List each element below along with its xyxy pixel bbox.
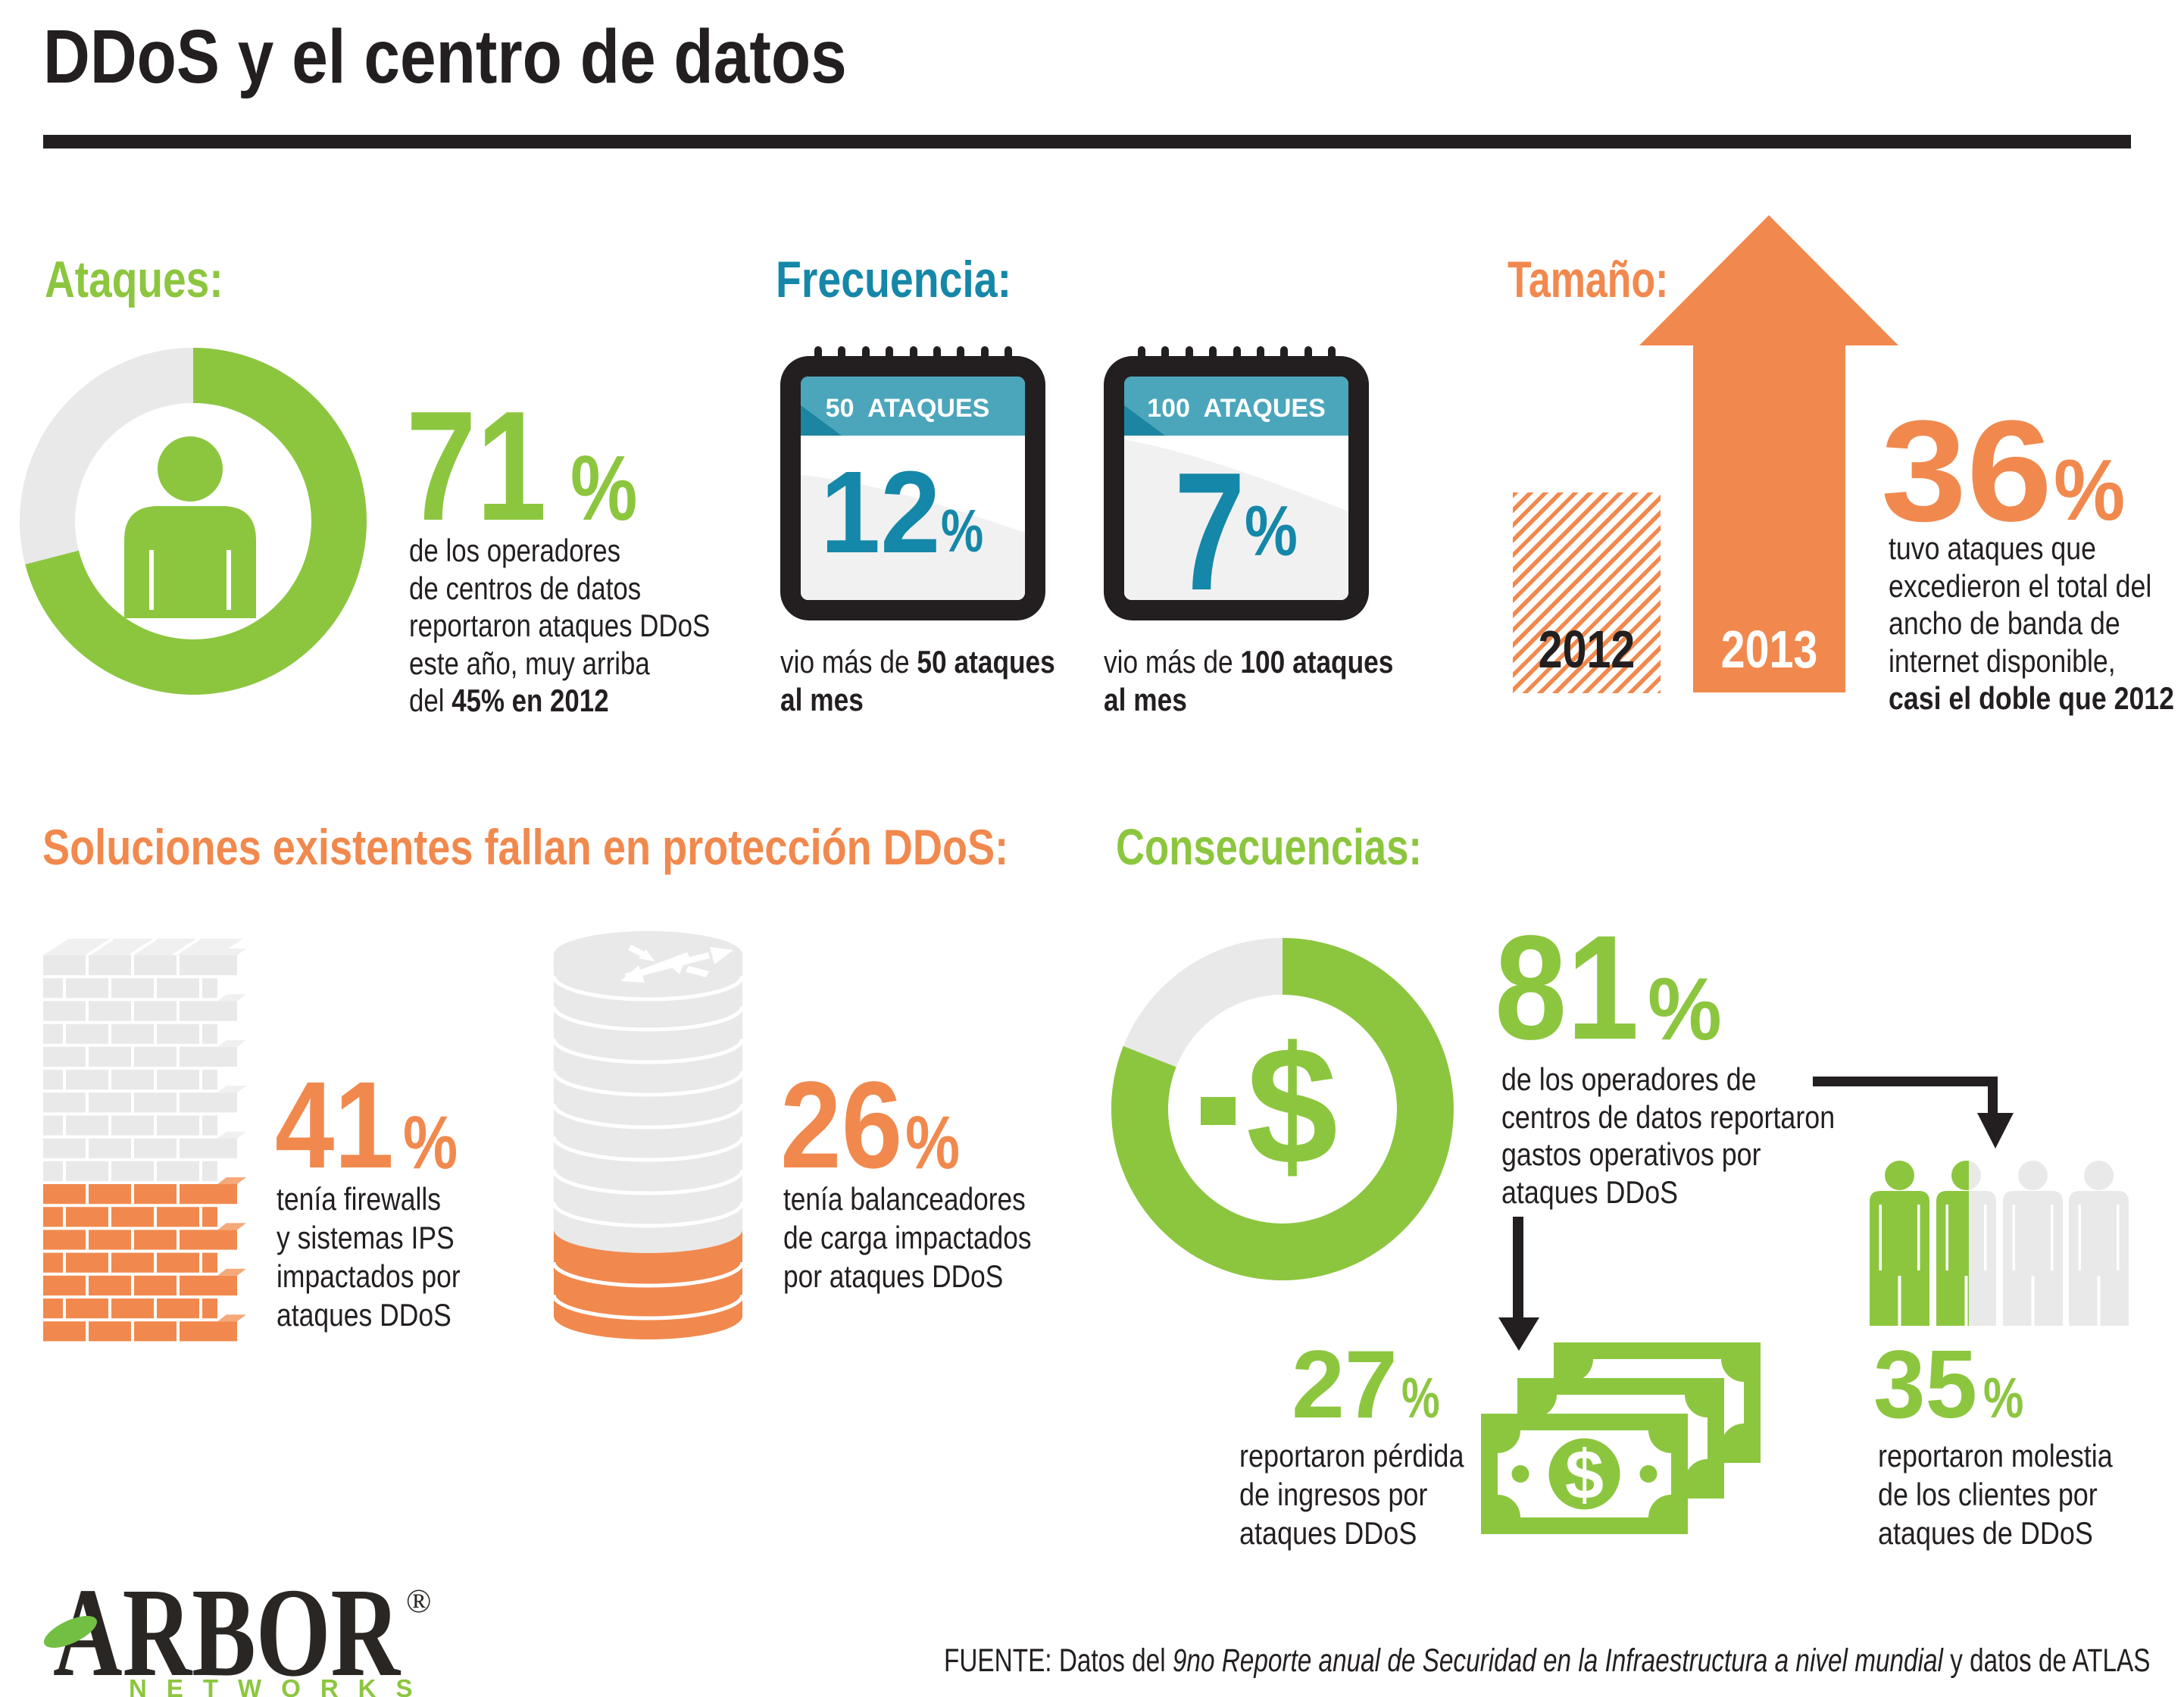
svg-text:$: $	[1565, 1436, 1604, 1514]
